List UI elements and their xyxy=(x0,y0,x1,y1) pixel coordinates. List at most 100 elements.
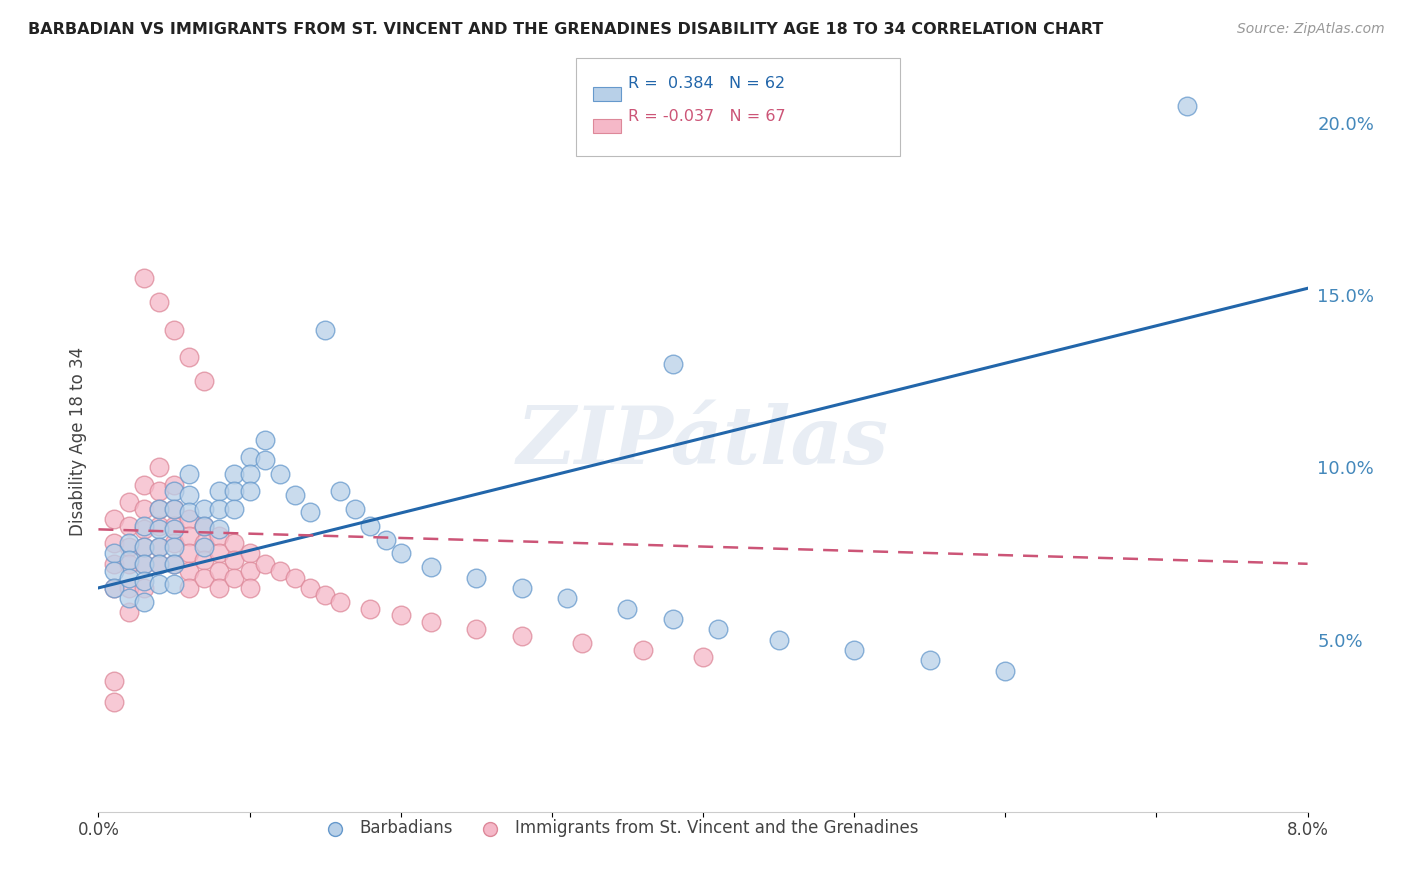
Point xyxy=(193,536,215,550)
Point xyxy=(374,533,396,547)
Point xyxy=(179,512,201,526)
Point xyxy=(314,323,336,337)
Point xyxy=(224,536,246,550)
Point xyxy=(631,643,654,657)
Point xyxy=(179,488,201,502)
Point xyxy=(132,501,155,516)
Point xyxy=(148,484,170,499)
Point xyxy=(239,467,262,482)
Point xyxy=(253,453,276,467)
Point xyxy=(253,433,276,447)
Point xyxy=(253,557,276,571)
Point xyxy=(103,694,125,708)
Point xyxy=(510,581,533,595)
Point xyxy=(284,488,307,502)
Point xyxy=(193,519,215,533)
Point xyxy=(179,581,201,595)
Point xyxy=(132,581,155,595)
Point xyxy=(163,536,186,550)
Legend: Barbadians, Immigrants from St. Vincent and the Grenadines: Barbadians, Immigrants from St. Vincent … xyxy=(312,813,925,844)
Point xyxy=(239,484,262,499)
Point xyxy=(132,574,155,588)
Point xyxy=(179,350,201,364)
Point xyxy=(224,467,246,482)
Point xyxy=(132,271,155,285)
Point xyxy=(148,577,170,591)
Point xyxy=(163,540,186,554)
Point xyxy=(918,653,941,667)
Point xyxy=(103,581,125,595)
Point xyxy=(208,501,231,516)
Text: R =  0.384   N = 62: R = 0.384 N = 62 xyxy=(628,76,786,91)
Point xyxy=(661,612,683,626)
Point xyxy=(1175,99,1198,113)
Point xyxy=(103,536,125,550)
Point xyxy=(692,649,714,664)
Point xyxy=(239,546,262,560)
Point xyxy=(239,564,262,578)
Point xyxy=(163,522,186,536)
Point xyxy=(193,570,215,584)
Point xyxy=(148,295,170,310)
Point xyxy=(118,570,141,584)
Point xyxy=(239,581,262,595)
Point xyxy=(148,460,170,475)
Point xyxy=(132,557,155,571)
Point xyxy=(179,505,201,519)
Point xyxy=(465,570,488,584)
Point xyxy=(148,557,170,571)
Point xyxy=(118,557,141,571)
Point xyxy=(329,484,352,499)
Point xyxy=(208,522,231,536)
Point xyxy=(420,615,443,630)
Point xyxy=(103,581,125,595)
Point xyxy=(163,519,186,533)
Point xyxy=(389,546,412,560)
Point xyxy=(132,540,155,554)
Point xyxy=(179,564,201,578)
Text: Source: ZipAtlas.com: Source: ZipAtlas.com xyxy=(1237,22,1385,37)
Point xyxy=(844,643,866,657)
Point xyxy=(193,501,215,516)
Point xyxy=(103,546,125,560)
Point xyxy=(163,557,186,571)
Point xyxy=(132,540,155,554)
Point xyxy=(314,588,336,602)
Point xyxy=(132,522,155,536)
Point xyxy=(103,512,125,526)
Point xyxy=(555,591,578,606)
Point xyxy=(163,501,186,516)
Point xyxy=(148,519,170,533)
Point xyxy=(103,557,125,571)
Point xyxy=(224,501,246,516)
Point xyxy=(208,529,231,543)
Point xyxy=(148,522,170,536)
Point xyxy=(132,557,155,571)
Point xyxy=(163,323,186,337)
Point xyxy=(360,519,382,533)
Point xyxy=(661,357,683,371)
Point xyxy=(132,595,155,609)
Point xyxy=(193,540,215,554)
Point xyxy=(179,546,201,560)
Point xyxy=(208,564,231,578)
Point xyxy=(193,553,215,567)
Point xyxy=(208,581,231,595)
Point xyxy=(163,577,186,591)
Point xyxy=(103,564,125,578)
Point xyxy=(163,501,186,516)
Point xyxy=(707,622,730,636)
Point xyxy=(299,505,322,519)
Point xyxy=(299,581,322,595)
Point xyxy=(148,501,170,516)
Point xyxy=(616,601,638,615)
Point xyxy=(208,484,231,499)
Point xyxy=(148,501,170,516)
Point xyxy=(132,477,155,491)
Point xyxy=(118,536,141,550)
Point xyxy=(465,622,488,636)
Text: ZIPátlas: ZIPátlas xyxy=(517,403,889,480)
Point xyxy=(329,595,352,609)
Point xyxy=(994,664,1017,678)
Point xyxy=(269,467,291,482)
